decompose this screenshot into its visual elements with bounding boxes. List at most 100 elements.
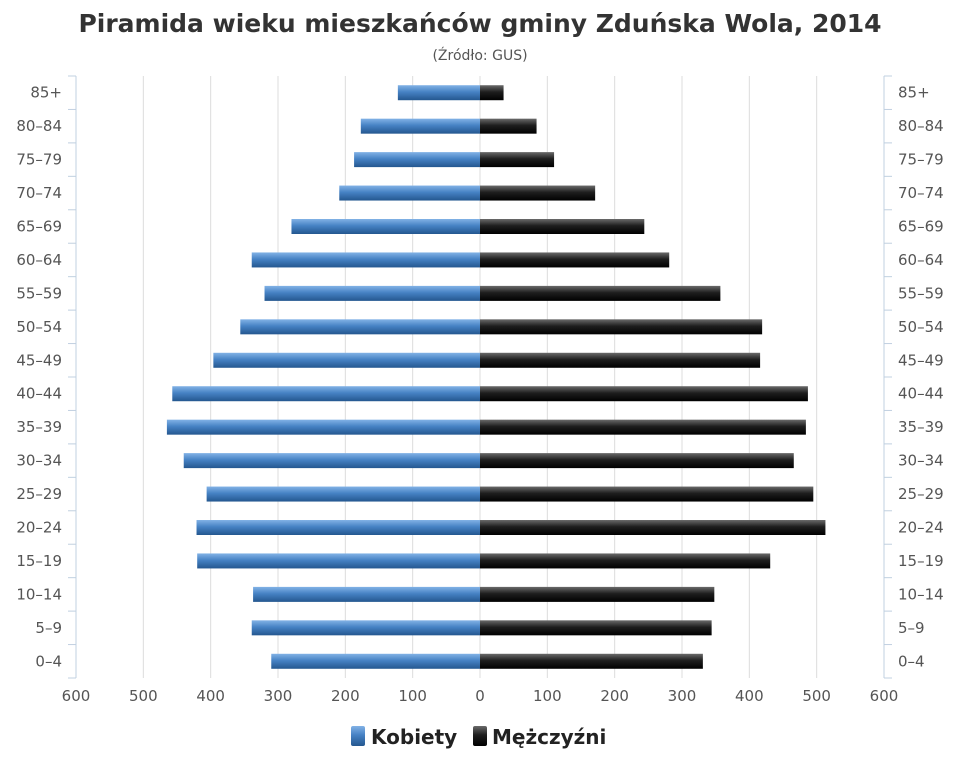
y-tick-label-left: 25–29 <box>16 485 62 503</box>
bar-kobiety[interactable] <box>166 419 480 435</box>
bar-mezczyzni[interactable] <box>480 553 771 569</box>
bar-mezczyzni[interactable] <box>480 653 703 669</box>
bar-kobiety[interactable] <box>196 520 480 535</box>
bar-mezczyzni[interactable] <box>480 386 808 402</box>
y-tick-label-left: 10–14 <box>16 585 62 603</box>
x-tick-label: 400 <box>196 687 225 705</box>
x-tick-label: 600 <box>62 687 91 705</box>
legend-label-mezczyzni: Mężczyźni <box>492 725 606 749</box>
bar-kobiety[interactable] <box>354 152 480 168</box>
y-tick-label-left: 80–84 <box>16 117 62 135</box>
y-tick-label-right: 5–9 <box>898 619 925 637</box>
y-tick-label-right: 50–54 <box>898 318 944 336</box>
y-tick-label-left: 50–54 <box>16 318 62 336</box>
y-tick-label-right: 80–84 <box>898 117 944 135</box>
x-tick-label: 300 <box>668 687 697 705</box>
x-tick-label: 400 <box>735 687 764 705</box>
bar-mezczyzni[interactable] <box>480 453 794 469</box>
y-tick-label-right: 10–14 <box>898 585 944 603</box>
grid <box>142 76 818 678</box>
y-tick-label-left: 75–79 <box>16 151 62 169</box>
y-tick-label-left: 5–9 <box>35 619 62 637</box>
bar-kobiety[interactable] <box>213 352 481 368</box>
bar-mezczyzni[interactable] <box>480 620 712 636</box>
bar-kobiety[interactable] <box>339 185 480 201</box>
bar-kobiety[interactable] <box>264 285 480 301</box>
bar-mezczyzni[interactable] <box>480 285 721 301</box>
y-tick-label-right: 75–79 <box>898 151 944 169</box>
y-tick-labels-right: 85+ 80–84 75–79 70–74 65–69 60–64 55–59 50–54 45… <box>898 84 944 671</box>
bar-mezczyzni[interactable] <box>480 118 537 134</box>
bar-kobiety[interactable] <box>240 319 480 335</box>
y-tick-label-right: 30–34 <box>898 452 944 470</box>
x-tick-label: 600 <box>870 687 899 705</box>
y-tick-label-right: 20–24 <box>898 519 944 537</box>
chart-title: Piramida wieku mieszkańców gminy Zduńska… <box>78 9 881 38</box>
bar-kobiety[interactable] <box>172 386 480 402</box>
y-tick-label-left: 55–59 <box>16 284 62 302</box>
y-tick-label-left: 70–74 <box>16 184 62 202</box>
legend-label-kobiety: Kobiety <box>371 725 457 749</box>
bar-mezczyzni[interactable] <box>480 520 826 535</box>
legend-item-kobiety[interactable]: Kobiety <box>351 725 457 749</box>
y-tick-label-left: 45–49 <box>16 351 62 369</box>
y-tick-label-left: 35–39 <box>16 418 62 436</box>
bar-mezczyzni[interactable] <box>480 152 555 168</box>
bar-kobiety[interactable] <box>206 486 481 502</box>
bar-kobiety[interactable] <box>397 85 480 101</box>
bar-kobiety[interactable] <box>253 586 480 602</box>
chart-subtitle: (Źródło: GUS) <box>432 46 527 64</box>
y-tick-label-right: 25–29 <box>898 485 944 503</box>
y-tick-label-right: 85+ <box>898 84 930 102</box>
bar-mezczyzni[interactable] <box>480 85 504 101</box>
bar-kobiety[interactable] <box>360 118 480 134</box>
y-tick-label-right: 70–74 <box>898 184 944 202</box>
bar-mezczyzni[interactable] <box>480 586 715 602</box>
y-tick-label-left: 30–34 <box>16 452 62 470</box>
bar-kobiety[interactable] <box>251 620 480 636</box>
x-tick-label: 200 <box>600 687 629 705</box>
legend: Kobiety Mężczyźni <box>351 725 606 749</box>
x-tick-label: 100 <box>533 687 562 705</box>
x-tick-label: 300 <box>264 687 293 705</box>
x-tick-label: 500 <box>129 687 158 705</box>
bar-kobiety[interactable] <box>271 653 480 669</box>
x-tick-label: 0 <box>475 687 485 705</box>
legend-swatch-kobiety <box>351 726 365 746</box>
bar-kobiety[interactable] <box>183 453 480 469</box>
bar-kobiety[interactable] <box>291 219 480 234</box>
y-tick-label-left: 65–69 <box>16 218 62 236</box>
bar-mezczyzni[interactable] <box>480 185 596 201</box>
legend-swatch-mezczyzni <box>473 726 487 746</box>
x-tick-labels: 600 500 400 300 200 100 0 100 200 300 400 500 600 <box>62 687 899 705</box>
y-tick-labels-left: 85+ 80–84 75–79 70–74 65–69 60–64 55–59 50–54 45… <box>16 84 62 671</box>
y-tick-label-right: 0–4 <box>898 652 925 670</box>
bar-mezczyzni[interactable] <box>480 352 761 368</box>
y-tick-label-left: 40–44 <box>16 385 62 403</box>
y-tick-label-left: 60–64 <box>16 251 62 269</box>
bar-mezczyzni[interactable] <box>480 419 806 435</box>
y-tick-label-right: 45–49 <box>898 351 944 369</box>
y-tick-label-right: 65–69 <box>898 218 944 236</box>
y-tick-label-left: 85+ <box>30 84 62 102</box>
x-tick-label: 200 <box>331 687 360 705</box>
bars <box>166 85 826 669</box>
y-tick-label-right: 15–19 <box>898 552 944 570</box>
y-tick-label-left: 0–4 <box>35 652 62 670</box>
y-tick-label-right: 55–59 <box>898 284 944 302</box>
bar-mezczyzni[interactable] <box>480 219 645 234</box>
bar-kobiety[interactable] <box>251 252 480 268</box>
bar-mezczyzni[interactable] <box>480 319 763 335</box>
legend-item-mezczyzni[interactable]: Mężczyźni <box>473 725 606 749</box>
bar-mezczyzni[interactable] <box>480 486 814 502</box>
y-tick-label-left: 15–19 <box>16 552 62 570</box>
y-tick-label-right: 60–64 <box>898 251 944 269</box>
x-tick-label: 100 <box>398 687 427 705</box>
y-tick-label-right: 40–44 <box>898 385 944 403</box>
bar-kobiety[interactable] <box>197 553 480 569</box>
y-tick-label-right: 35–39 <box>898 418 944 436</box>
bar-mezczyzni[interactable] <box>480 252 670 268</box>
axes <box>68 75 892 679</box>
y-tick-label-left: 20–24 <box>16 519 62 537</box>
